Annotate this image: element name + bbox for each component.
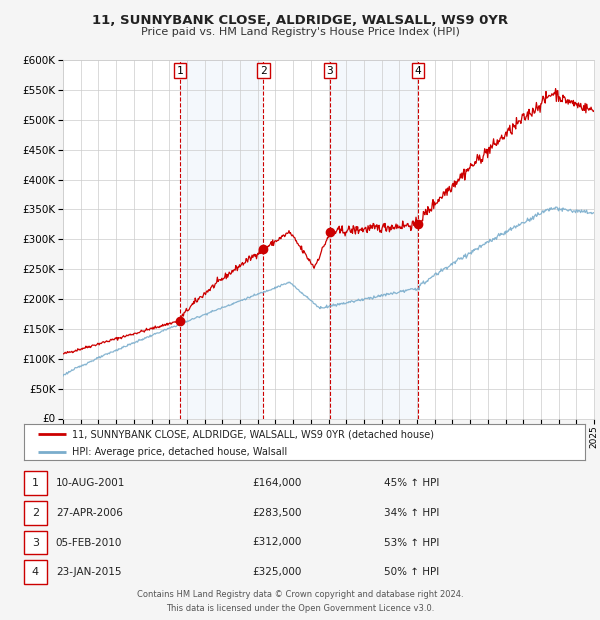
Text: 3: 3 xyxy=(327,66,334,76)
Text: 11, SUNNYBANK CLOSE, ALDRIDGE, WALSALL, WS9 0YR: 11, SUNNYBANK CLOSE, ALDRIDGE, WALSALL, … xyxy=(92,14,508,27)
Text: 53% ↑ HPI: 53% ↑ HPI xyxy=(384,538,439,547)
Text: HPI: Average price, detached house, Walsall: HPI: Average price, detached house, Wals… xyxy=(71,447,287,457)
Text: £312,000: £312,000 xyxy=(252,538,301,547)
Text: 34% ↑ HPI: 34% ↑ HPI xyxy=(384,508,439,518)
Text: £283,500: £283,500 xyxy=(252,508,302,518)
Text: This data is licensed under the Open Government Licence v3.0.: This data is licensed under the Open Gov… xyxy=(166,604,434,613)
Text: 05-FEB-2010: 05-FEB-2010 xyxy=(56,538,122,547)
Text: 11, SUNNYBANK CLOSE, ALDRIDGE, WALSALL, WS9 0YR (detached house): 11, SUNNYBANK CLOSE, ALDRIDGE, WALSALL, … xyxy=(71,429,434,439)
Bar xyxy=(180,60,263,419)
Text: £164,000: £164,000 xyxy=(252,478,301,488)
Text: 4: 4 xyxy=(415,66,421,76)
Text: 10-AUG-2001: 10-AUG-2001 xyxy=(56,478,125,488)
Text: 1: 1 xyxy=(32,478,39,488)
Text: Price paid vs. HM Land Registry's House Price Index (HPI): Price paid vs. HM Land Registry's House … xyxy=(140,27,460,37)
Text: 27-APR-2006: 27-APR-2006 xyxy=(56,508,122,518)
Text: 45% ↑ HPI: 45% ↑ HPI xyxy=(384,478,439,488)
Bar xyxy=(330,60,418,419)
Text: 1: 1 xyxy=(176,66,183,76)
Text: £325,000: £325,000 xyxy=(252,567,301,577)
Text: Contains HM Land Registry data © Crown copyright and database right 2024.: Contains HM Land Registry data © Crown c… xyxy=(137,590,463,600)
Text: 50% ↑ HPI: 50% ↑ HPI xyxy=(384,567,439,577)
Text: 2: 2 xyxy=(260,66,267,76)
Text: 3: 3 xyxy=(32,538,39,547)
Text: 4: 4 xyxy=(32,567,39,577)
Text: 23-JAN-2015: 23-JAN-2015 xyxy=(56,567,121,577)
Text: 2: 2 xyxy=(32,508,39,518)
